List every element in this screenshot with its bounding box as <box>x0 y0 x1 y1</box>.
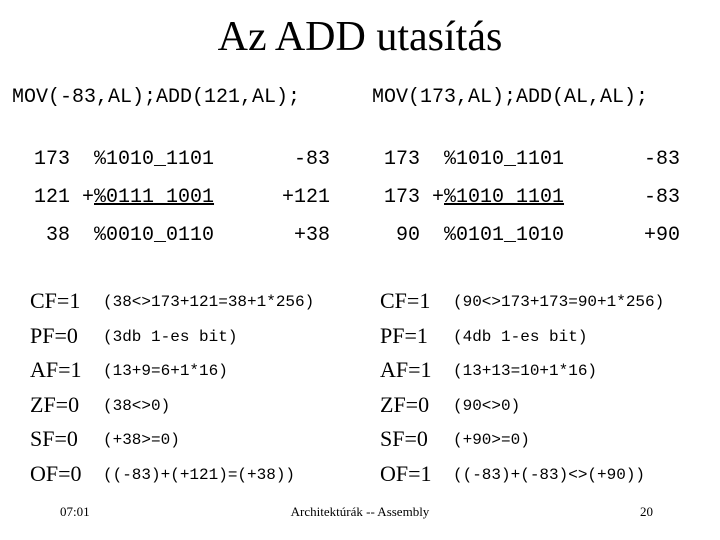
flag: ZF=0 <box>30 391 80 417</box>
footer-course: Architektúrák -- Assembly <box>290 504 430 519</box>
flag-note: (90<>0) <box>453 396 521 415</box>
decimal: 38 <box>45 224 70 247</box>
binary: %1010_1101 <box>94 148 215 171</box>
signed: +38 <box>293 224 330 247</box>
operator: + <box>432 186 445 209</box>
binary: %1010_1101 <box>444 148 565 171</box>
operator: + <box>82 186 95 209</box>
flag: CF=1 <box>30 288 81 313</box>
flag-note: ((-83)+(-83)<>(+90)) <box>453 465 646 484</box>
signed: -83 <box>293 148 330 171</box>
flag: OF=0 <box>30 460 82 486</box>
flag-note: (13+9=6+1*16) <box>103 362 228 380</box>
flag-note: ((-83)+(+121)=(+38)) <box>103 465 296 484</box>
footer-page: 20 <box>640 504 653 519</box>
flag: OF=1 <box>380 460 432 486</box>
signed: -83 <box>643 148 680 171</box>
flag: AF=1 <box>380 357 432 382</box>
signed: -83 <box>643 186 680 209</box>
signed: +121 <box>281 186 330 209</box>
instruction: MOV(173,AL);ADD(AL,AL); <box>372 86 649 109</box>
instruction: MOV(-83,AL);ADD(121,AL); <box>12 86 301 109</box>
flag-note: (3db 1-es bit) <box>103 327 238 346</box>
decimal: 173 <box>383 186 420 209</box>
binary: %0101_1010 <box>444 224 565 247</box>
binary: %0111_1001 <box>94 186 215 209</box>
footer-time: 07:01 <box>60 504 90 519</box>
flag-note: (+38>=0) <box>103 431 180 449</box>
flag-note: (38<>173+121=38+1*256) <box>103 293 315 311</box>
binary: %0010_0110 <box>94 224 215 247</box>
title: Az ADD utasítás <box>217 14 503 60</box>
flag: SF=0 <box>380 426 428 451</box>
flag: ZF=0 <box>380 391 430 417</box>
flag: PF=0 <box>30 322 78 348</box>
binary: %1010_1101 <box>444 186 565 209</box>
flag: AF=1 <box>30 357 82 382</box>
signed: +90 <box>643 224 680 247</box>
decimal: 173 <box>33 148 70 171</box>
flag-note: (38<>0) <box>103 396 171 415</box>
flag-note: (13+13=10+1*16) <box>453 362 598 380</box>
decimal: 173 <box>383 148 420 171</box>
flag: PF=1 <box>380 322 428 348</box>
flag-note: (4db 1-es bit) <box>453 327 588 346</box>
decimal: 90 <box>395 224 420 247</box>
flag: CF=1 <box>380 288 431 313</box>
flag-note: (+90>=0) <box>453 431 530 449</box>
decimal: 121 <box>33 186 70 209</box>
flag-note: (90<>173+173=90+1*256) <box>453 293 665 311</box>
flag: SF=0 <box>30 426 78 451</box>
